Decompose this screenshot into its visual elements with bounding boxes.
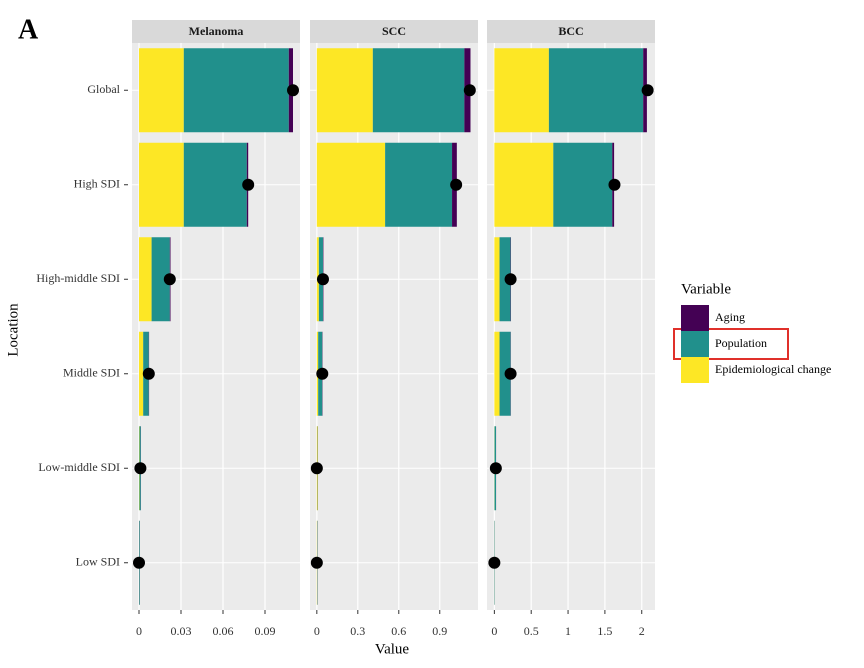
bar-segment	[139, 237, 152, 322]
y-tick-label: Low SDI	[76, 555, 120, 569]
x-tick-label: 0	[136, 624, 142, 638]
x-axis-label: Value	[375, 641, 409, 657]
net-point	[242, 178, 255, 191]
net-point	[287, 84, 299, 97]
x-tick-label: 0.5	[524, 624, 539, 638]
net-point	[134, 462, 147, 475]
panel-background	[487, 43, 655, 610]
bar-segment	[183, 142, 247, 227]
net-point	[142, 367, 155, 380]
bar-segment	[316, 48, 373, 133]
panel-background	[310, 43, 478, 610]
x-tick-label: 0.3	[350, 624, 365, 638]
bar-segment	[139, 48, 184, 133]
strip	[487, 20, 655, 43]
y-tick-label: High SDI	[74, 177, 120, 191]
x-tick-label: 0	[314, 624, 320, 638]
x-tick-label: 0.9	[432, 624, 447, 638]
bar-segment	[139, 331, 144, 416]
bar-segment	[183, 48, 289, 133]
bar-segment	[494, 142, 554, 227]
bar-segment	[372, 48, 465, 133]
bar-segment	[494, 48, 549, 133]
net-point	[310, 556, 323, 569]
strip	[310, 20, 478, 43]
panel-label: A	[18, 14, 39, 45]
net-point	[163, 273, 176, 286]
panel-background	[132, 43, 300, 610]
y-tick-label: Low-middle SDI	[38, 460, 120, 474]
net-point	[504, 367, 517, 380]
net-point	[316, 273, 329, 286]
facet-title: SCC	[382, 24, 406, 38]
net-point	[608, 178, 621, 191]
bar-segment	[385, 142, 453, 227]
bar-segment	[151, 237, 170, 322]
net-point	[641, 84, 654, 97]
bar-segment	[553, 142, 613, 227]
net-point	[316, 367, 329, 380]
y-tick-label: Global	[87, 82, 120, 96]
net-point	[489, 462, 502, 475]
net-point	[504, 273, 517, 286]
net-point	[450, 178, 463, 191]
y-tick-label: Middle SDI	[63, 366, 120, 380]
net-point	[310, 462, 323, 475]
legend-key	[681, 331, 709, 357]
x-tick-label: 1.5	[597, 624, 612, 638]
strip	[132, 20, 300, 43]
x-tick-label: 2	[639, 624, 645, 638]
bar-segment	[548, 48, 644, 133]
bar-segment	[316, 142, 386, 227]
legend-label: Epidemiological change	[715, 362, 831, 376]
legend-label: Aging	[715, 310, 745, 324]
net-point	[133, 556, 145, 569]
x-tick-label: 0.09	[255, 624, 276, 638]
facet-title: Melanoma	[189, 24, 244, 38]
bar-segment	[494, 237, 500, 322]
bar-segment	[139, 142, 184, 227]
y-axis-label: Location	[5, 303, 21, 357]
legend-title: Variable	[681, 281, 731, 297]
legend-key	[681, 357, 709, 383]
x-tick-label: 0.06	[213, 624, 234, 638]
x-tick-label: 1	[565, 624, 571, 638]
x-tick-label: 0.6	[391, 624, 406, 638]
highlight-box	[673, 328, 789, 360]
x-tick-label: 0	[491, 624, 497, 638]
facet-title: BCC	[558, 24, 583, 38]
y-tick-label: High-middle SDI	[36, 271, 120, 285]
legend-key	[681, 305, 709, 331]
bar-segment	[494, 331, 500, 416]
net-point	[463, 84, 476, 97]
x-tick-label: 0.03	[171, 624, 192, 638]
net-point	[488, 556, 501, 569]
legend-label: Population	[715, 336, 767, 350]
